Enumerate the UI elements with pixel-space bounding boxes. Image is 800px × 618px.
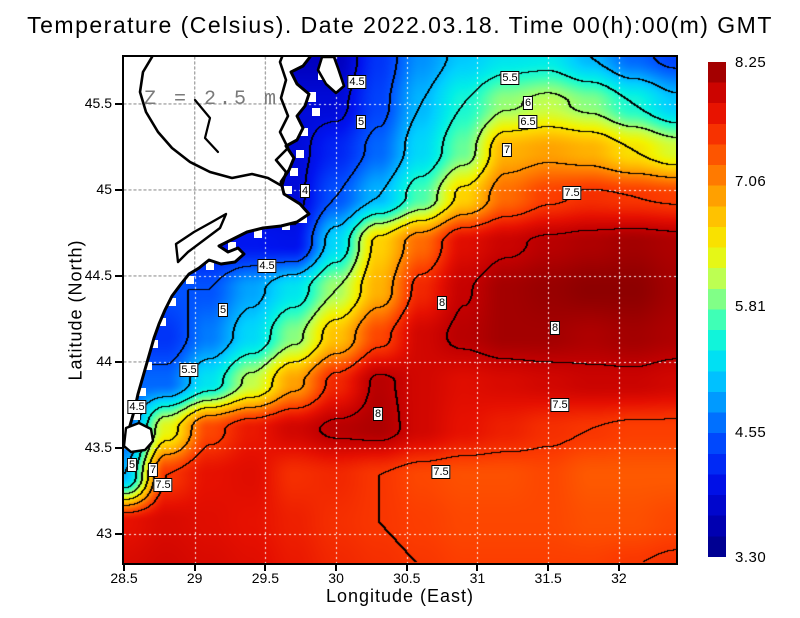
contour-label: 6 bbox=[522, 96, 534, 110]
y-tick-label: 45 bbox=[96, 180, 112, 197]
y-tick-label: 43 bbox=[96, 524, 112, 541]
x-tick-label: 32 bbox=[611, 570, 627, 586]
y-tick-mark bbox=[115, 532, 122, 535]
colorbar-tick-label: 4.55 bbox=[735, 424, 767, 441]
x-tick-mark bbox=[547, 565, 550, 571]
y-tick-mark bbox=[115, 102, 122, 105]
contour-label: 7 bbox=[147, 463, 159, 477]
x-axis-title: Longitude (East) bbox=[325, 586, 475, 606]
x-tick-label: 30.5 bbox=[393, 570, 421, 586]
contour-label: 5 bbox=[355, 115, 367, 129]
contour-label: 5 bbox=[217, 303, 229, 317]
y-tick-label: 43.5 bbox=[84, 438, 112, 455]
contour-label: 8 bbox=[436, 296, 448, 310]
x-tick-label: 30 bbox=[328, 570, 344, 586]
y-tick-label: 45.5 bbox=[84, 94, 112, 111]
colorbar bbox=[708, 62, 726, 557]
x-tick-label: 29.5 bbox=[251, 570, 280, 586]
contour-label: 4.5 bbox=[257, 259, 277, 273]
contour-label: 4 bbox=[299, 184, 311, 198]
x-tick-mark bbox=[123, 565, 125, 571]
x-tick-mark bbox=[405, 565, 408, 571]
colorbar-tick-label: 8.25 bbox=[735, 54, 767, 71]
colorbar-tick-label: 7.06 bbox=[735, 173, 767, 190]
contour-label: 5.5 bbox=[500, 71, 520, 85]
contour-label: 7.5 bbox=[550, 398, 570, 412]
x-tick-label: 28.5 bbox=[110, 570, 138, 586]
y-tick-label: 44 bbox=[96, 352, 112, 369]
x-tick-mark bbox=[476, 565, 479, 571]
colorbar-tick-label: 5.81 bbox=[735, 298, 767, 315]
contour-label: 7.5 bbox=[153, 478, 173, 492]
contour-label: 7.5 bbox=[431, 465, 451, 479]
plot-area: 4.5 5 5.5 6 6.5 7 7.5 4 4.5 5 5.5 4.5 5 7 7.5 8 8 8 7.5 7.5… bbox=[122, 55, 678, 565]
contour-label: 7 bbox=[501, 143, 513, 157]
y-tick-mark bbox=[115, 188, 122, 191]
contour-label: 6.5 bbox=[518, 115, 538, 129]
y-tick-mark bbox=[115, 274, 122, 277]
x-tick-label: 29 bbox=[186, 570, 203, 586]
x-tick-mark bbox=[335, 565, 338, 571]
x-tick-label: 31.5 bbox=[534, 570, 562, 586]
x-tick-label: 31 bbox=[469, 570, 486, 586]
y-axis-title: Latitude (North) bbox=[65, 239, 86, 381]
contour-label: 7.5 bbox=[562, 186, 582, 200]
y-tick-label: 44.5 bbox=[84, 266, 112, 283]
depth-annotation: Z = 2.5 m bbox=[144, 88, 280, 111]
x-tick-mark bbox=[193, 565, 196, 571]
y-tick-mark bbox=[115, 360, 122, 363]
plot-title: Temperature (Celsius). Date 2022.03.18. … bbox=[27, 12, 773, 38]
x-tick-mark bbox=[617, 565, 620, 571]
contour-label: 4.5 bbox=[127, 400, 147, 414]
contour-label: 8 bbox=[372, 407, 384, 421]
contour-label: 5 bbox=[126, 458, 138, 472]
contour-label: 4.5 bbox=[347, 75, 367, 89]
contour-label: 5.5 bbox=[179, 363, 199, 377]
x-tick-mark bbox=[264, 565, 267, 571]
colorbar-tick-label: 3.30 bbox=[735, 549, 767, 566]
temperature-field-canvas bbox=[124, 57, 676, 563]
y-tick-mark bbox=[115, 446, 122, 449]
contour-label: 8 bbox=[549, 321, 561, 335]
